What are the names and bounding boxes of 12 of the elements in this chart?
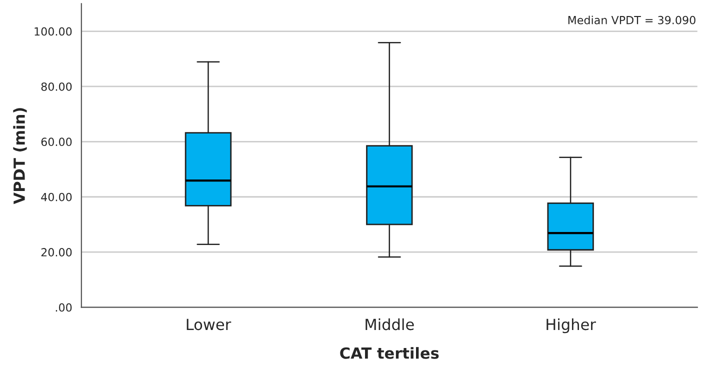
y-tick-label: 100.00 [34, 27, 72, 36]
x-tick-label: Higher [546, 318, 596, 334]
y-tick-label: 80.00 [41, 82, 72, 91]
y-tick-label: 60.00 [41, 138, 72, 146]
x-tick-label: Lower [186, 318, 232, 330]
y-tick-label: 40.00 [41, 192, 72, 202]
y-axis-title: VPDT (min) [13, 108, 27, 204]
y-tick-label: 20.00 [41, 248, 72, 256]
x-axis-title: CAT tertiles [340, 347, 439, 359]
y-tick-label: .00 [56, 303, 72, 312]
x-tick-label: Middle [366, 318, 414, 330]
annotation: Median VPDT = 39.090 [568, 16, 696, 24]
